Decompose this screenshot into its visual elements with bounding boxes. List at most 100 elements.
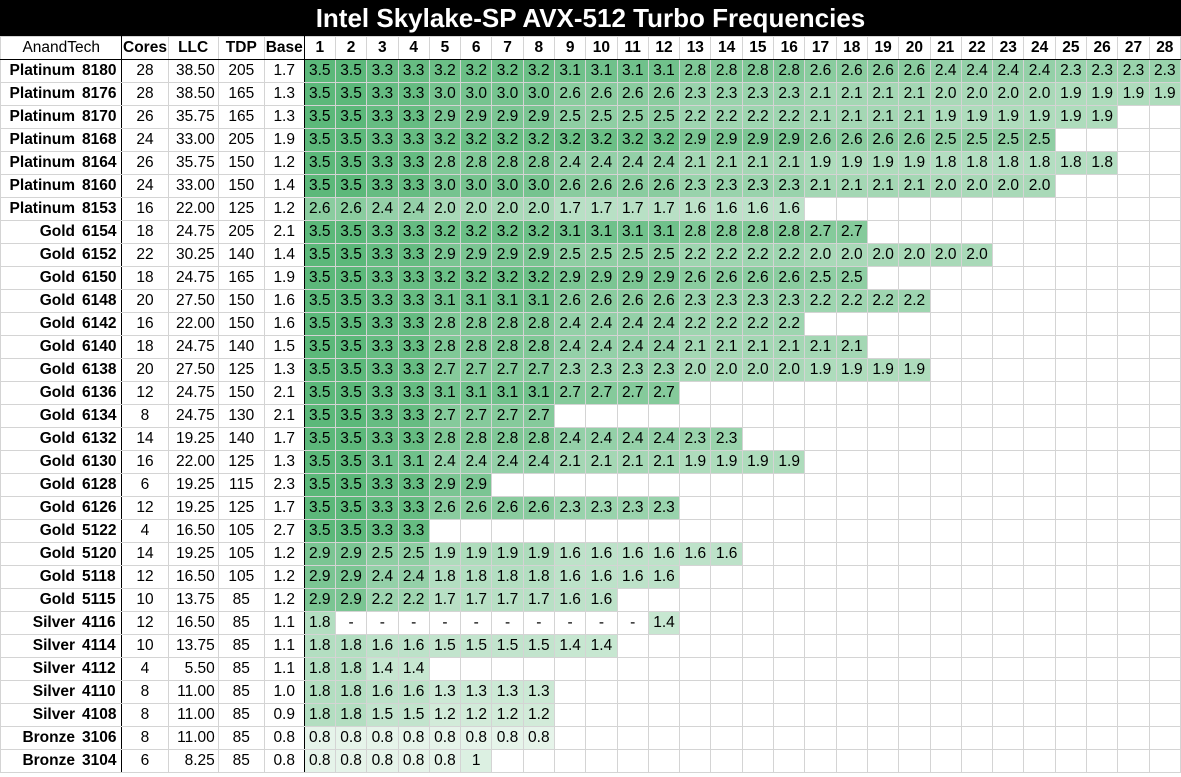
- turbo-frequency-cell: 2.3: [741, 174, 775, 198]
- base-cell: 1.2: [263, 565, 305, 589]
- empty-cell: [679, 565, 712, 589]
- empty-cell: [898, 611, 931, 635]
- turbo-frequency-cell: 2.8: [710, 59, 743, 83]
- empty-cell: [741, 381, 775, 405]
- empty-cell: [553, 726, 587, 750]
- cpu-row: Platinum 8176 28 38.50 165 1.3 3.5 3.5 3.3 3.3 3.0…: [0, 82, 1181, 106]
- chart-title: Intel Skylake-SP AVX-512 Turbo Frequenci…: [0, 0, 1181, 36]
- turbo-frequency-cell: 2.6: [585, 82, 618, 106]
- turbo-frequency-cell: 3.2: [428, 266, 462, 290]
- cpu-name-cell: Gold 6148: [0, 289, 123, 313]
- turbo-frequency-cell: 2.4: [553, 335, 587, 359]
- cpu-row: Gold 6136 12 24.75 150 2.1 3.5 3.5 3.3 3.3 3.1 3.1 3…: [0, 381, 1181, 405]
- turbo-frequency-cell: 2.4: [366, 565, 399, 589]
- active-cores-header: 11: [616, 36, 649, 60]
- tdp-cell: 85: [217, 680, 265, 704]
- turbo-frequency-cell: 1.9: [773, 450, 806, 474]
- turbo-frequency-cell: 2.9: [773, 128, 806, 152]
- turbo-frequency-cell: 1.9: [1023, 105, 1056, 129]
- empty-cell: [1117, 335, 1150, 359]
- turbo-frequency-cell: 1.6: [710, 197, 743, 221]
- active-cores-header: 5: [428, 36, 462, 60]
- turbo-frequency-cell: 1.4: [585, 634, 618, 658]
- turbo-frequency-cell: 3.5: [303, 450, 336, 474]
- turbo-frequency-cell: 2.4: [647, 427, 681, 451]
- empty-cell: [992, 220, 1025, 244]
- turbo-frequency-cell: 1.8: [929, 151, 962, 175]
- turbo-frequency-cell: 1.8: [303, 634, 336, 658]
- turbo-frequency-cell: 1.6: [616, 565, 649, 589]
- cores-cell: 8: [121, 404, 169, 428]
- turbo-frequency-cell: 2.7: [835, 220, 868, 244]
- turbo-frequency-cell: 3.5: [303, 105, 336, 129]
- cpu-row: Gold 6130 16 22.00 125 1.3 3.5 3.5 3.1 3.1 2.4 2.4 2…: [0, 450, 1181, 474]
- empty-cell: [585, 680, 618, 704]
- turbo-frequency-cell: 3.0: [491, 82, 524, 106]
- tdp-cell: 85: [217, 657, 265, 681]
- empty-cell: [992, 243, 1025, 267]
- cpu-name-cell: Gold 6126: [0, 496, 123, 520]
- llc-cell: 33.00: [167, 128, 219, 152]
- turbo-frequency-cell: 3.5: [334, 427, 368, 451]
- empty-cell: [1023, 335, 1056, 359]
- turbo-frequency-cell: 2.8: [679, 220, 712, 244]
- empty-cell: [992, 358, 1025, 382]
- empty-cell: [647, 519, 681, 543]
- base-cell: 2.1: [263, 381, 305, 405]
- empty-cell: [929, 749, 962, 773]
- turbo-frequency-cell: 1.5: [428, 634, 462, 658]
- cpu-tier: Gold: [39, 568, 75, 585]
- turbo-frequency-cell: 2.3: [1117, 59, 1150, 83]
- turbo-frequency-cell: 2.0: [898, 243, 931, 267]
- cpu-name-cell: Gold 6132: [0, 427, 123, 451]
- empty-cell: [773, 726, 806, 750]
- empty-cell: [1117, 427, 1150, 451]
- cpu-model: 8180: [82, 62, 117, 79]
- empty-cell: [1054, 174, 1088, 198]
- empty-cell: [835, 427, 868, 451]
- turbo-frequency-cell: 2.2: [773, 312, 806, 336]
- turbo-frequency-cell: 2.6: [647, 174, 681, 198]
- turbo-frequency-cell: 2.2: [710, 243, 743, 267]
- cpu-name-cell: Silver 4112: [0, 657, 123, 681]
- empty-cell: [960, 634, 994, 658]
- turbo-frequency-cell: 2.8: [710, 220, 743, 244]
- turbo-frequency-cell: 3.3: [397, 82, 430, 106]
- turbo-frequency-cell: 1.9: [1086, 82, 1119, 106]
- empty-cell: [898, 542, 931, 566]
- empty-cell: [960, 703, 994, 727]
- empty-cell: [929, 726, 962, 750]
- turbo-frequency-cell: 2.1: [741, 151, 775, 175]
- turbo-frequency-cell: 2.5: [992, 128, 1025, 152]
- empty-cell: [898, 496, 931, 520]
- empty-cell: [741, 427, 775, 451]
- empty-cell: [898, 266, 931, 290]
- llc-cell: 22.00: [167, 197, 219, 221]
- empty-cell: [960, 358, 994, 382]
- base-cell: 1.3: [263, 82, 305, 106]
- cores-cell: 16: [121, 312, 169, 336]
- llc-cell: 24.75: [167, 220, 219, 244]
- cpu-tier: Platinum: [9, 131, 75, 148]
- empty-cell: [741, 473, 775, 497]
- cpu-tier: Gold: [39, 499, 75, 516]
- turbo-frequency-cell: 0.8: [460, 726, 493, 750]
- empty-cell: [992, 404, 1025, 428]
- llc-cell: 13.75: [167, 634, 219, 658]
- cpu-tier: Gold: [39, 430, 75, 447]
- turbo-frequency-cell: 3.2: [616, 128, 649, 152]
- llc-cell: 13.75: [167, 588, 219, 612]
- empty-cell: [1023, 220, 1056, 244]
- turbo-frequency-cell: 2.9: [710, 128, 743, 152]
- empty-cell: [1117, 496, 1150, 520]
- turbo-frequency-cell: 2.1: [898, 105, 931, 129]
- turbo-frequency-cell: 2.7: [428, 358, 462, 382]
- empty-cell: [866, 220, 900, 244]
- turbo-frequency-cell: 3.5: [303, 151, 336, 175]
- turbo-frequency-cell: 2.3: [616, 496, 649, 520]
- empty-cell: [1054, 335, 1088, 359]
- turbo-frequency-cell: 1.5: [522, 634, 555, 658]
- turbo-frequency-cell: 2.2: [898, 289, 931, 313]
- turbo-frequency-cell: 3.3: [397, 220, 430, 244]
- turbo-frequency-cell: 3.5: [303, 496, 336, 520]
